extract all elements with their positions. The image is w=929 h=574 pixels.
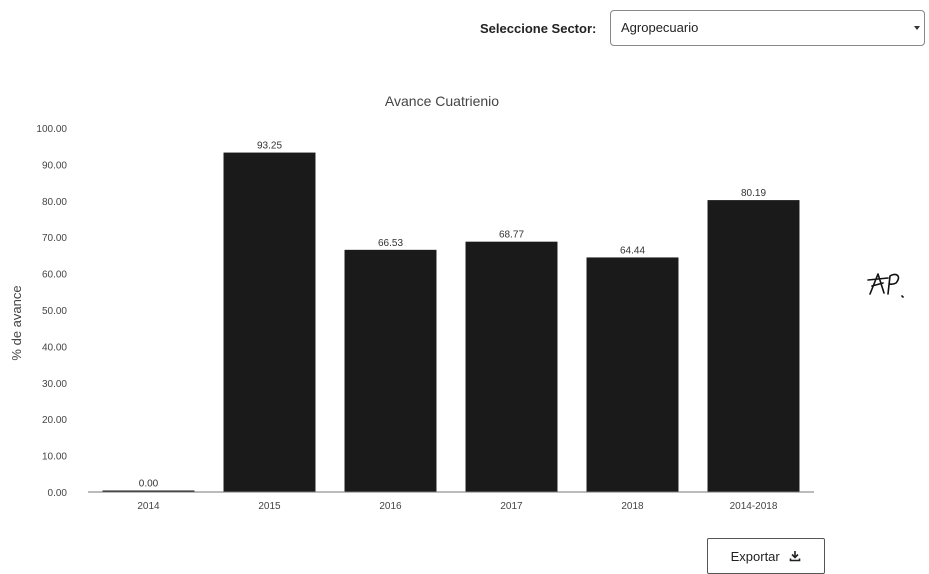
y-tick-label: 100.00	[36, 124, 67, 135]
caret-down-icon	[914, 26, 920, 30]
bar-value-label: 68.77	[499, 230, 524, 241]
bar-value-label: 64.44	[620, 245, 645, 256]
download-icon	[790, 551, 801, 562]
bar-2018	[586, 257, 679, 492]
y-axis-title: % de avance	[9, 285, 24, 360]
x-tick-label: 2018	[621, 501, 644, 512]
x-tick-label: 2015	[258, 501, 281, 512]
y-tick-label: 50.00	[42, 306, 67, 317]
x-tick-label: 2017	[500, 501, 523, 512]
y-tick-label: 0.00	[48, 488, 68, 499]
y-tick-label: 60.00	[42, 270, 67, 281]
y-tick-label: 90.00	[42, 160, 67, 171]
y-tick-label: 70.00	[42, 233, 67, 244]
export-button[interactable]: Exportar	[707, 538, 825, 574]
y-tick-label: 10.00	[42, 452, 67, 463]
bar-value-label: 0.00	[139, 479, 159, 490]
bar-value-label: 66.53	[378, 238, 403, 249]
export-button-label: Exportar	[730, 549, 780, 564]
sector-select-value: Agropecuario	[621, 20, 699, 35]
y-tick-label: 80.00	[42, 197, 67, 208]
x-tick-label: 2014	[137, 501, 160, 512]
bar-2015	[223, 152, 316, 492]
bar-2014-2018	[707, 200, 800, 492]
x-tick-label: 2014-2018	[730, 501, 778, 512]
y-tick-label: 20.00	[42, 415, 67, 426]
y-tick-label: 40.00	[42, 342, 67, 353]
y-tick-label: 30.00	[42, 379, 67, 390]
x-tick-label: 2016	[379, 501, 402, 512]
bar-value-label: 80.19	[741, 188, 766, 199]
bar-chart: Avance Cuatrienio % de avance 0.00 10.00 2…	[9, 93, 814, 512]
sector-filter: Seleccione Sector: Agropecuario	[480, 10, 929, 48]
bar-value-label: 93.25	[257, 141, 282, 152]
bar-2016	[344, 249, 437, 492]
sector-select[interactable]: Agropecuario	[610, 10, 925, 46]
chart-title: Avance Cuatrienio	[385, 93, 499, 109]
sector-label: Seleccione Sector:	[480, 21, 597, 36]
bar-2017	[465, 241, 558, 492]
bar-2014	[102, 490, 195, 492]
signature	[867, 273, 904, 298]
